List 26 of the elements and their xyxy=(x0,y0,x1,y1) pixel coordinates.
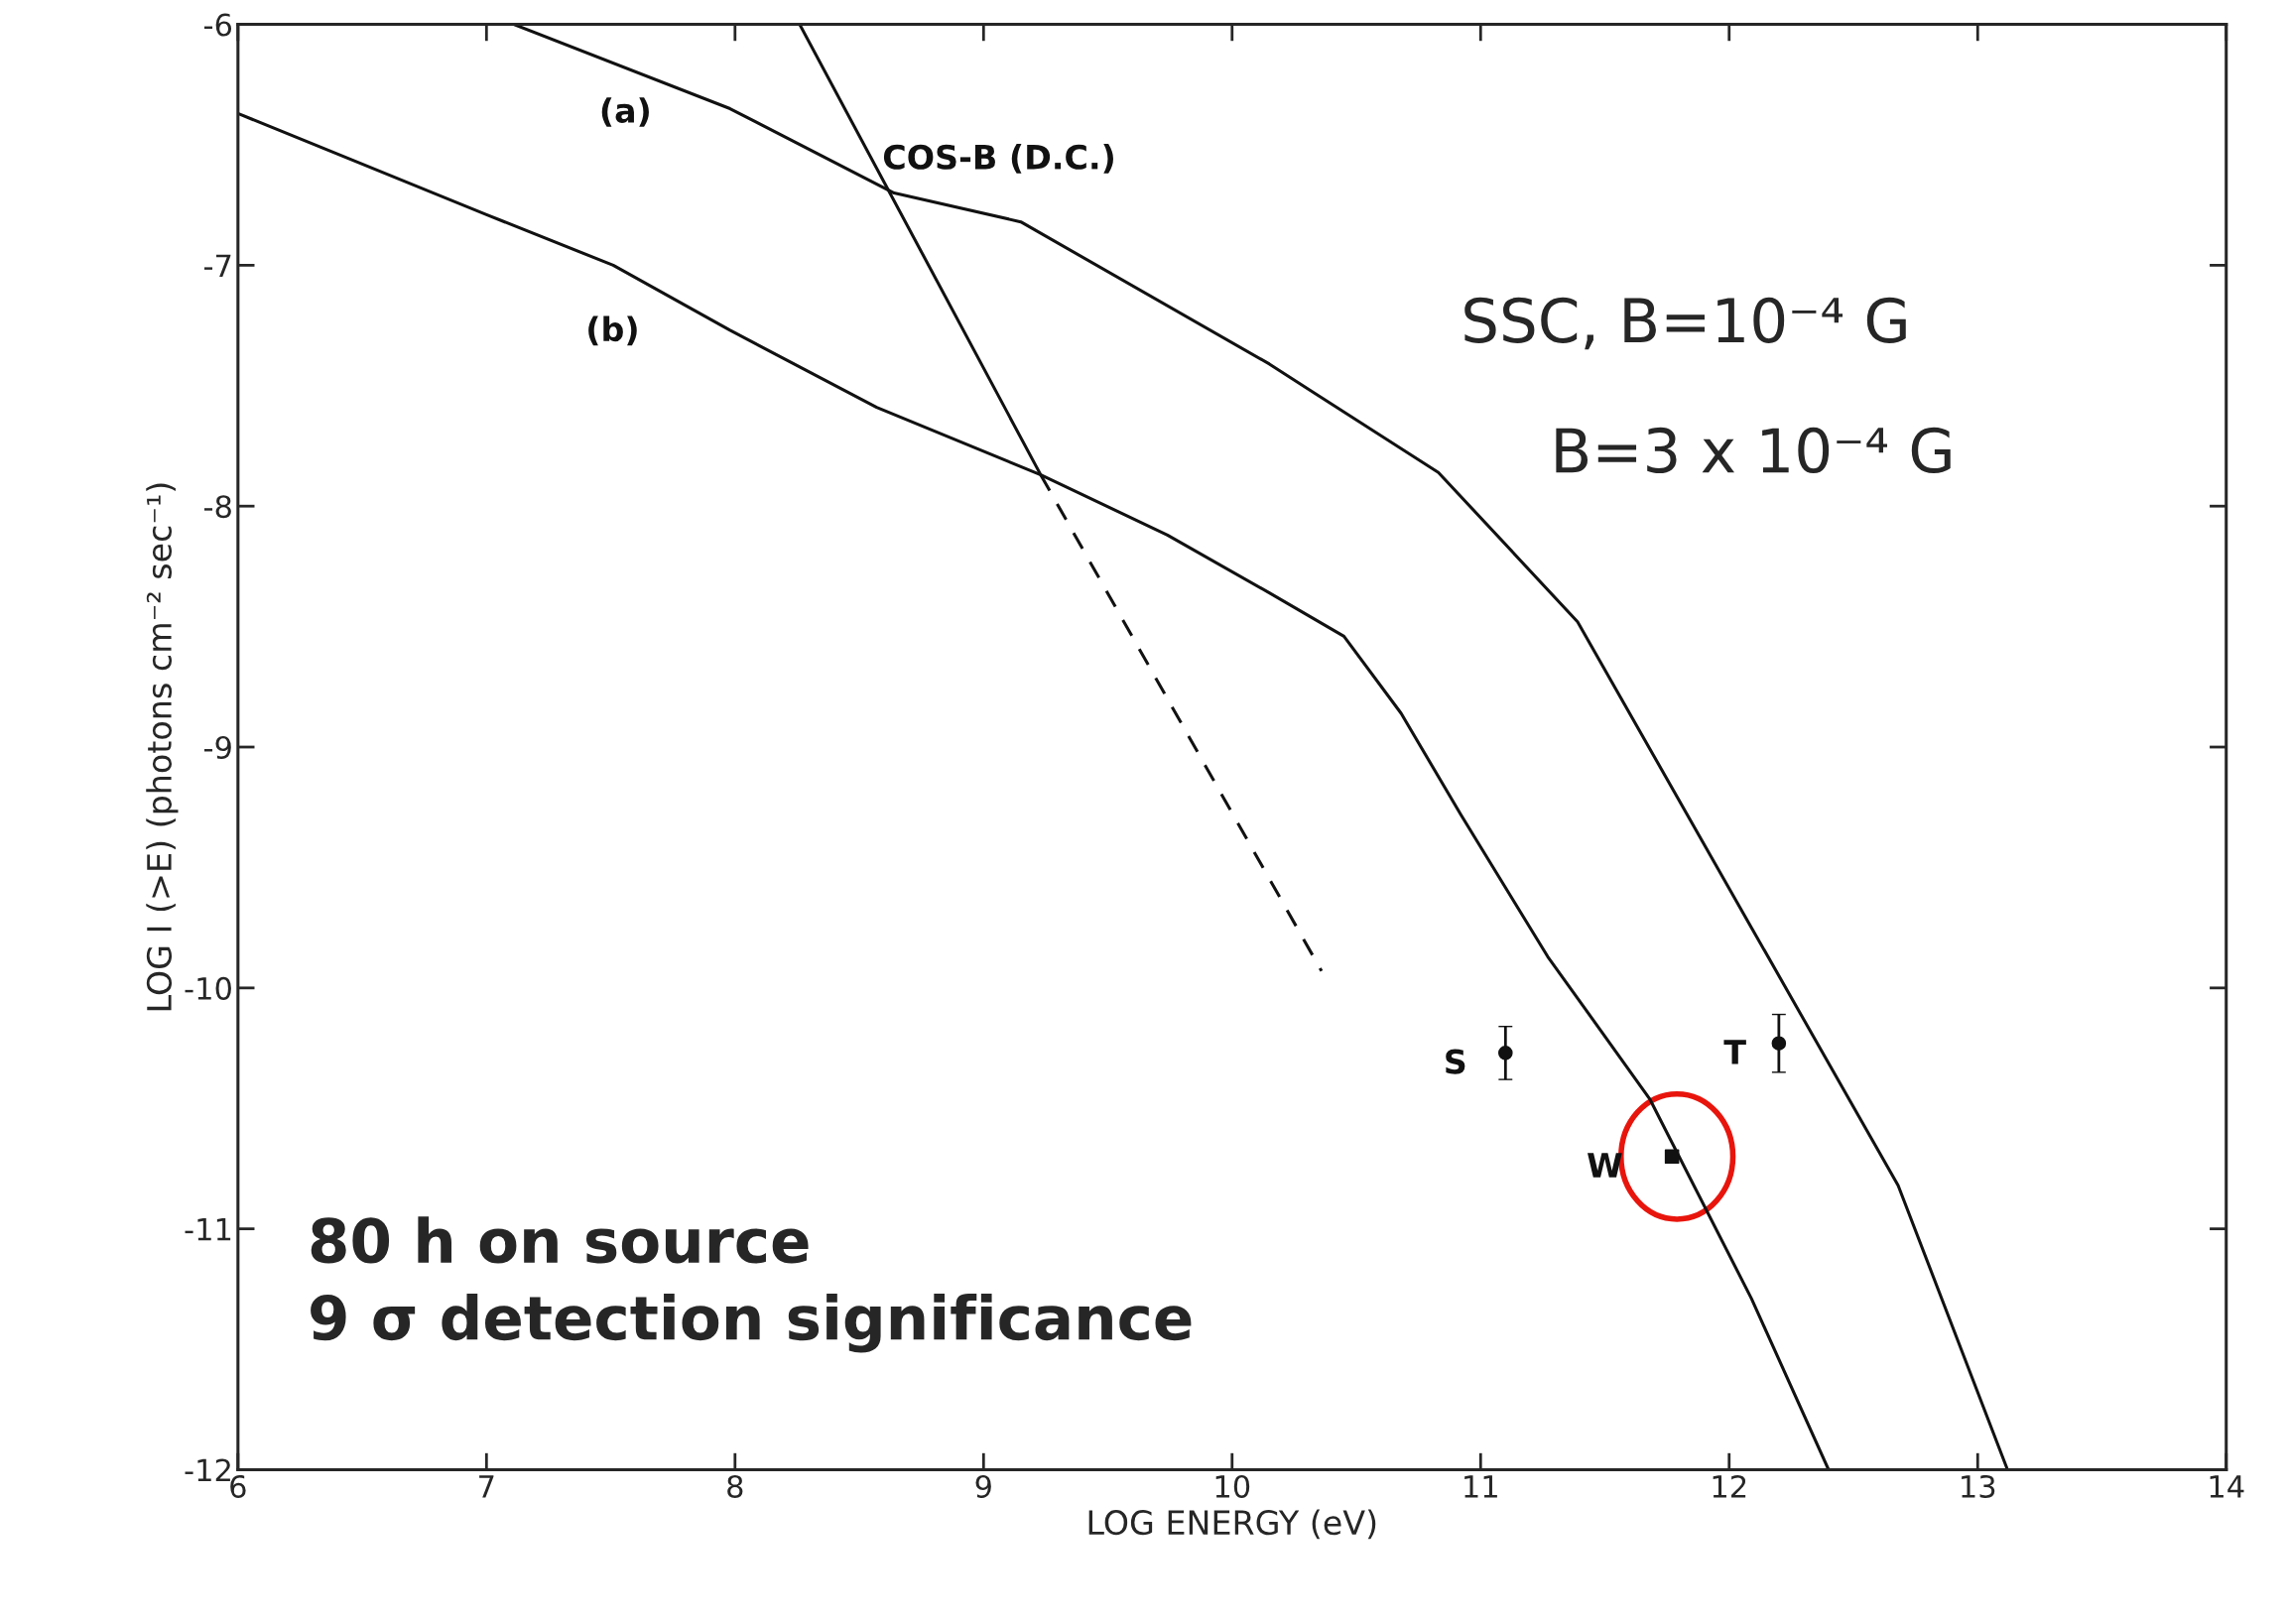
y-axis-title: LOG I (>E) (photons cm⁻² sec⁻¹) xyxy=(146,483,179,1011)
x-axis-title: LOG ENERGY (eV) xyxy=(1088,1509,1376,1540)
x-tick-label: 13 xyxy=(1962,1474,1995,1498)
series-label: COS-B (D.C.) xyxy=(883,144,1113,174)
y-tick-label: -10 xyxy=(185,976,231,1000)
y-tick-label: -8 xyxy=(203,495,231,519)
annotation: 80 h on source 9 σ detection significance xyxy=(311,1216,1192,1353)
x-tick-label: 8 xyxy=(727,1474,743,1498)
series-label: T xyxy=(1723,1040,1746,1064)
x-tick-label: 10 xyxy=(1215,1474,1250,1498)
x-tick-label: 12 xyxy=(1713,1474,1746,1498)
x-tick-label: 7 xyxy=(479,1475,494,1498)
series-label: (a) xyxy=(601,97,649,127)
y-tick-label: -11 xyxy=(185,1218,231,1241)
y-tick-label: -6 xyxy=(203,13,232,37)
annotation: B=3 x 10⁻⁴ G xyxy=(1556,427,1951,474)
series-label: S xyxy=(1446,1049,1465,1074)
annotation: SSC, B=10⁻⁴ G xyxy=(1464,297,1906,350)
x-tick-label: 9 xyxy=(975,1474,991,1498)
y-tick-label: -12 xyxy=(185,1458,230,1482)
x-tick-label: 11 xyxy=(1464,1475,1497,1498)
y-tick-label: -7 xyxy=(203,254,231,277)
y-tick-label: -9 xyxy=(203,735,231,760)
x-tick-label: 6 xyxy=(230,1474,246,1498)
x-tick-label: 14 xyxy=(2210,1475,2244,1498)
series-label: (b) xyxy=(588,315,637,346)
